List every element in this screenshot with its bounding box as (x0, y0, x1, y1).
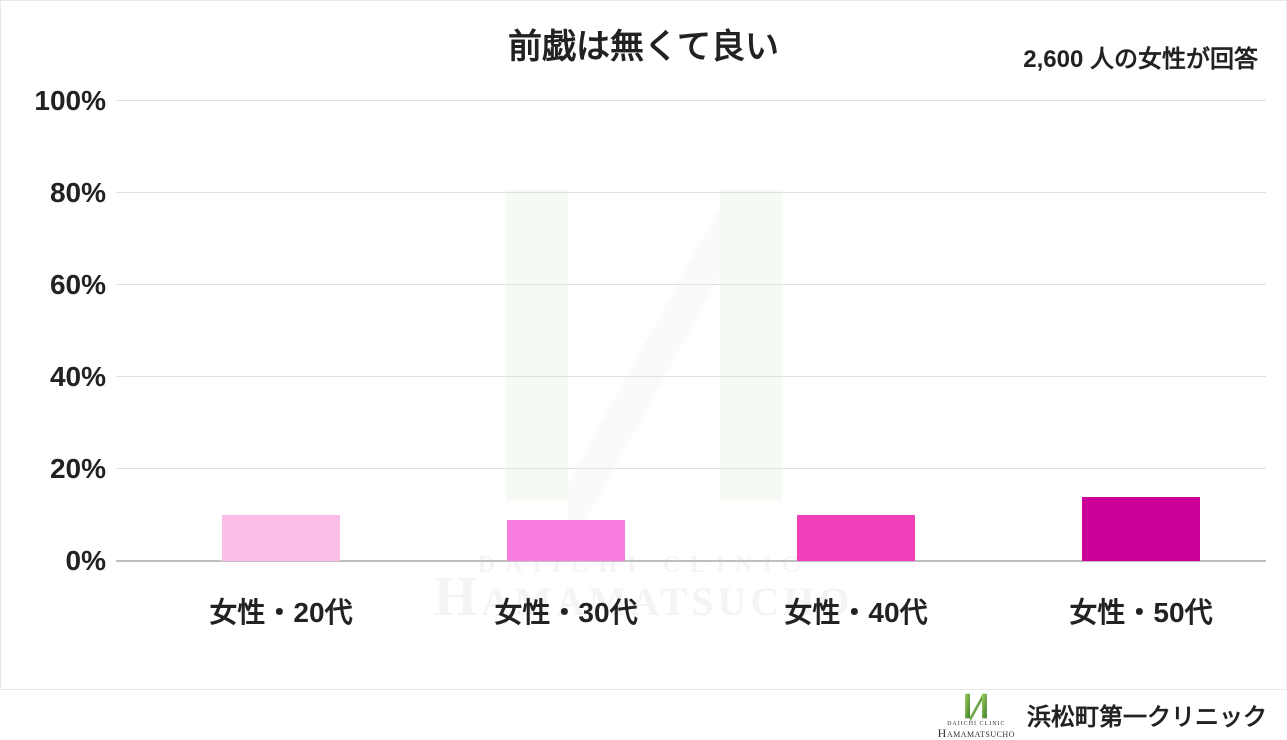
bar (797, 515, 915, 561)
plot-area (116, 101, 1266, 561)
y-tick-label: 60% (16, 269, 106, 301)
gridline (116, 468, 1266, 469)
footer-clinic-name: 浜松町第一クリニック (1027, 697, 1267, 732)
chart-container: DAIICHI CLINIC HAMAMATSUCHO 前戯は無くて良い 2,6… (0, 0, 1287, 690)
y-tick-label: 100% (16, 85, 106, 117)
gridline (116, 192, 1266, 193)
x-tick-label: 女性・30代 (494, 591, 637, 631)
footer-logo-line2: HAMAMATSUCHO (938, 727, 1015, 739)
y-tick-label: 40% (16, 361, 106, 393)
footer-logo: DAIICHI CLINIC HAMAMATSUCHO (938, 691, 1015, 739)
gridline (116, 376, 1266, 377)
gridline (116, 284, 1266, 285)
y-tick-label: 80% (16, 177, 106, 209)
chart-subtitle: 2,600 人の女性が回答 (1023, 39, 1258, 74)
footer: DAIICHI CLINIC HAMAMATSUCHO 浜松町第一クリニック (938, 690, 1267, 739)
footer-logo-icon (962, 691, 990, 721)
bar (1082, 497, 1200, 561)
y-tick-label: 0% (16, 545, 106, 577)
y-tick-label: 20% (16, 453, 106, 485)
x-tick-label: 女性・40代 (784, 591, 927, 631)
x-tick-label: 女性・50代 (1069, 591, 1212, 631)
x-tick-label: 女性・20代 (209, 591, 352, 631)
bar (222, 515, 340, 561)
bar (507, 520, 625, 561)
gridline (116, 100, 1266, 101)
